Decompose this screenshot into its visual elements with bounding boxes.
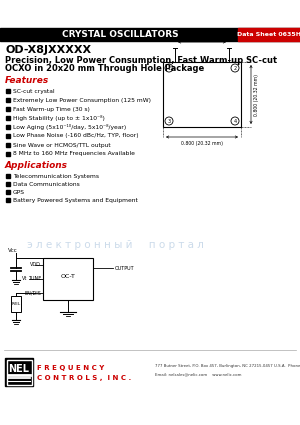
Text: Data Sheet 0635H: Data Sheet 0635H (237, 32, 300, 37)
Text: 4: 4 (233, 119, 237, 124)
Text: EN/DIS: EN/DIS (24, 291, 41, 295)
Text: OCXO in 20x20 mm Through Hole Package: OCXO in 20x20 mm Through Hole Package (5, 63, 204, 73)
Bar (5, 358, 33, 386)
Text: SC-cut crystal: SC-cut crystal (13, 88, 55, 94)
Text: R/EL: R/EL (11, 302, 21, 306)
Bar (0, 28, 300, 41)
Text: 3: 3 (167, 119, 171, 124)
Text: F R E Q U E N C Y: F R E Q U E N C Y (37, 365, 104, 371)
Bar (11, 296, 21, 312)
Text: Low Phase Noise (-160 dBc/Hz, TYP, floor): Low Phase Noise (-160 dBc/Hz, TYP, floor… (13, 133, 139, 139)
Text: Fast Warm-up Time (30 s): Fast Warm-up Time (30 s) (13, 107, 90, 111)
Text: CRYSTAL OSCILLATORS: CRYSTAL OSCILLATORS (62, 30, 178, 39)
Text: 1: 1 (167, 65, 171, 71)
Text: OD-X8JXXXXX: OD-X8JXXXXX (5, 45, 91, 55)
Text: Applications: Applications (5, 162, 68, 170)
Text: High Stability (up to ± 1x10⁻⁸): High Stability (up to ± 1x10⁻⁸) (13, 115, 105, 121)
Text: VDD: VDD (30, 263, 41, 267)
Text: NEL: NEL (8, 364, 29, 374)
Text: 0.42~0.7 mm: 0.42~0.7 mm (186, 34, 218, 40)
Bar (238, 28, 300, 41)
Text: GPS: GPS (13, 190, 25, 195)
Text: TUNE: TUNE (28, 277, 41, 281)
Text: Vt: Vt (22, 277, 27, 281)
Text: 0.800 (20.32 mm): 0.800 (20.32 mm) (181, 141, 223, 145)
Text: Sine Wave or HCMOS/TTL output: Sine Wave or HCMOS/TTL output (13, 142, 111, 147)
Bar (43, 258, 93, 300)
Text: Data Communications: Data Communications (13, 181, 80, 187)
Text: Extremely Low Power Consumption (125 mW): Extremely Low Power Consumption (125 mW) (13, 97, 151, 102)
Text: Vcc: Vcc (8, 247, 18, 252)
Text: 0.800 (20.32 mm): 0.800 (20.32 mm) (254, 74, 259, 116)
Text: Precision, Low Power Consumption, Fast Warm-up SC-cut: Precision, Low Power Consumption, Fast W… (5, 56, 277, 65)
Text: Low Aging (5x10⁻¹⁰/day, 5x10⁻⁸/year): Low Aging (5x10⁻¹⁰/day, 5x10⁻⁸/year) (13, 124, 126, 130)
Bar (7, 360, 32, 385)
Text: 8 MHz to 160 MHz Frequencies Available: 8 MHz to 160 MHz Frequencies Available (13, 151, 135, 156)
Text: Email: nelsales@nelic.com    www.nelic.com: Email: nelsales@nelic.com www.nelic.com (155, 372, 242, 376)
Text: OC-T: OC-T (61, 274, 75, 278)
Text: э л е к т р о н н ы й     п о р т а л: э л е к т р о н н ы й п о р т а л (27, 240, 203, 250)
Text: 777 Butner Street, P.O. Box 457, Burlington, NC 27215-0457 U.S.A.  Phone 262/763: 777 Butner Street, P.O. Box 457, Burling… (155, 364, 300, 368)
Text: Telecommunication Systems: Telecommunication Systems (13, 173, 99, 178)
Text: Features: Features (5, 76, 49, 85)
Text: C O N T R O L S ,  I N C .: C O N T R O L S , I N C . (37, 375, 131, 381)
Bar (163, 62, 241, 127)
Text: 2: 2 (233, 65, 237, 71)
Text: OUTPUT: OUTPUT (115, 266, 135, 270)
Text: Battery Powered Systems and Equipment: Battery Powered Systems and Equipment (13, 198, 138, 202)
